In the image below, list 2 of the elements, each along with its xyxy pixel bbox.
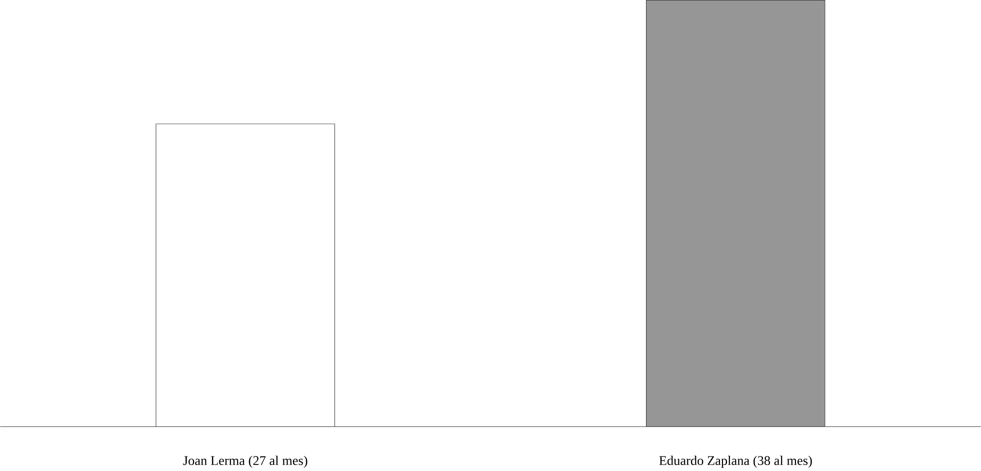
x-tick-label: Eduardo Zaplana (38 al mes) <box>659 456 812 468</box>
x-tick-label: Joan Lerma (27 al mes) <box>183 456 308 468</box>
